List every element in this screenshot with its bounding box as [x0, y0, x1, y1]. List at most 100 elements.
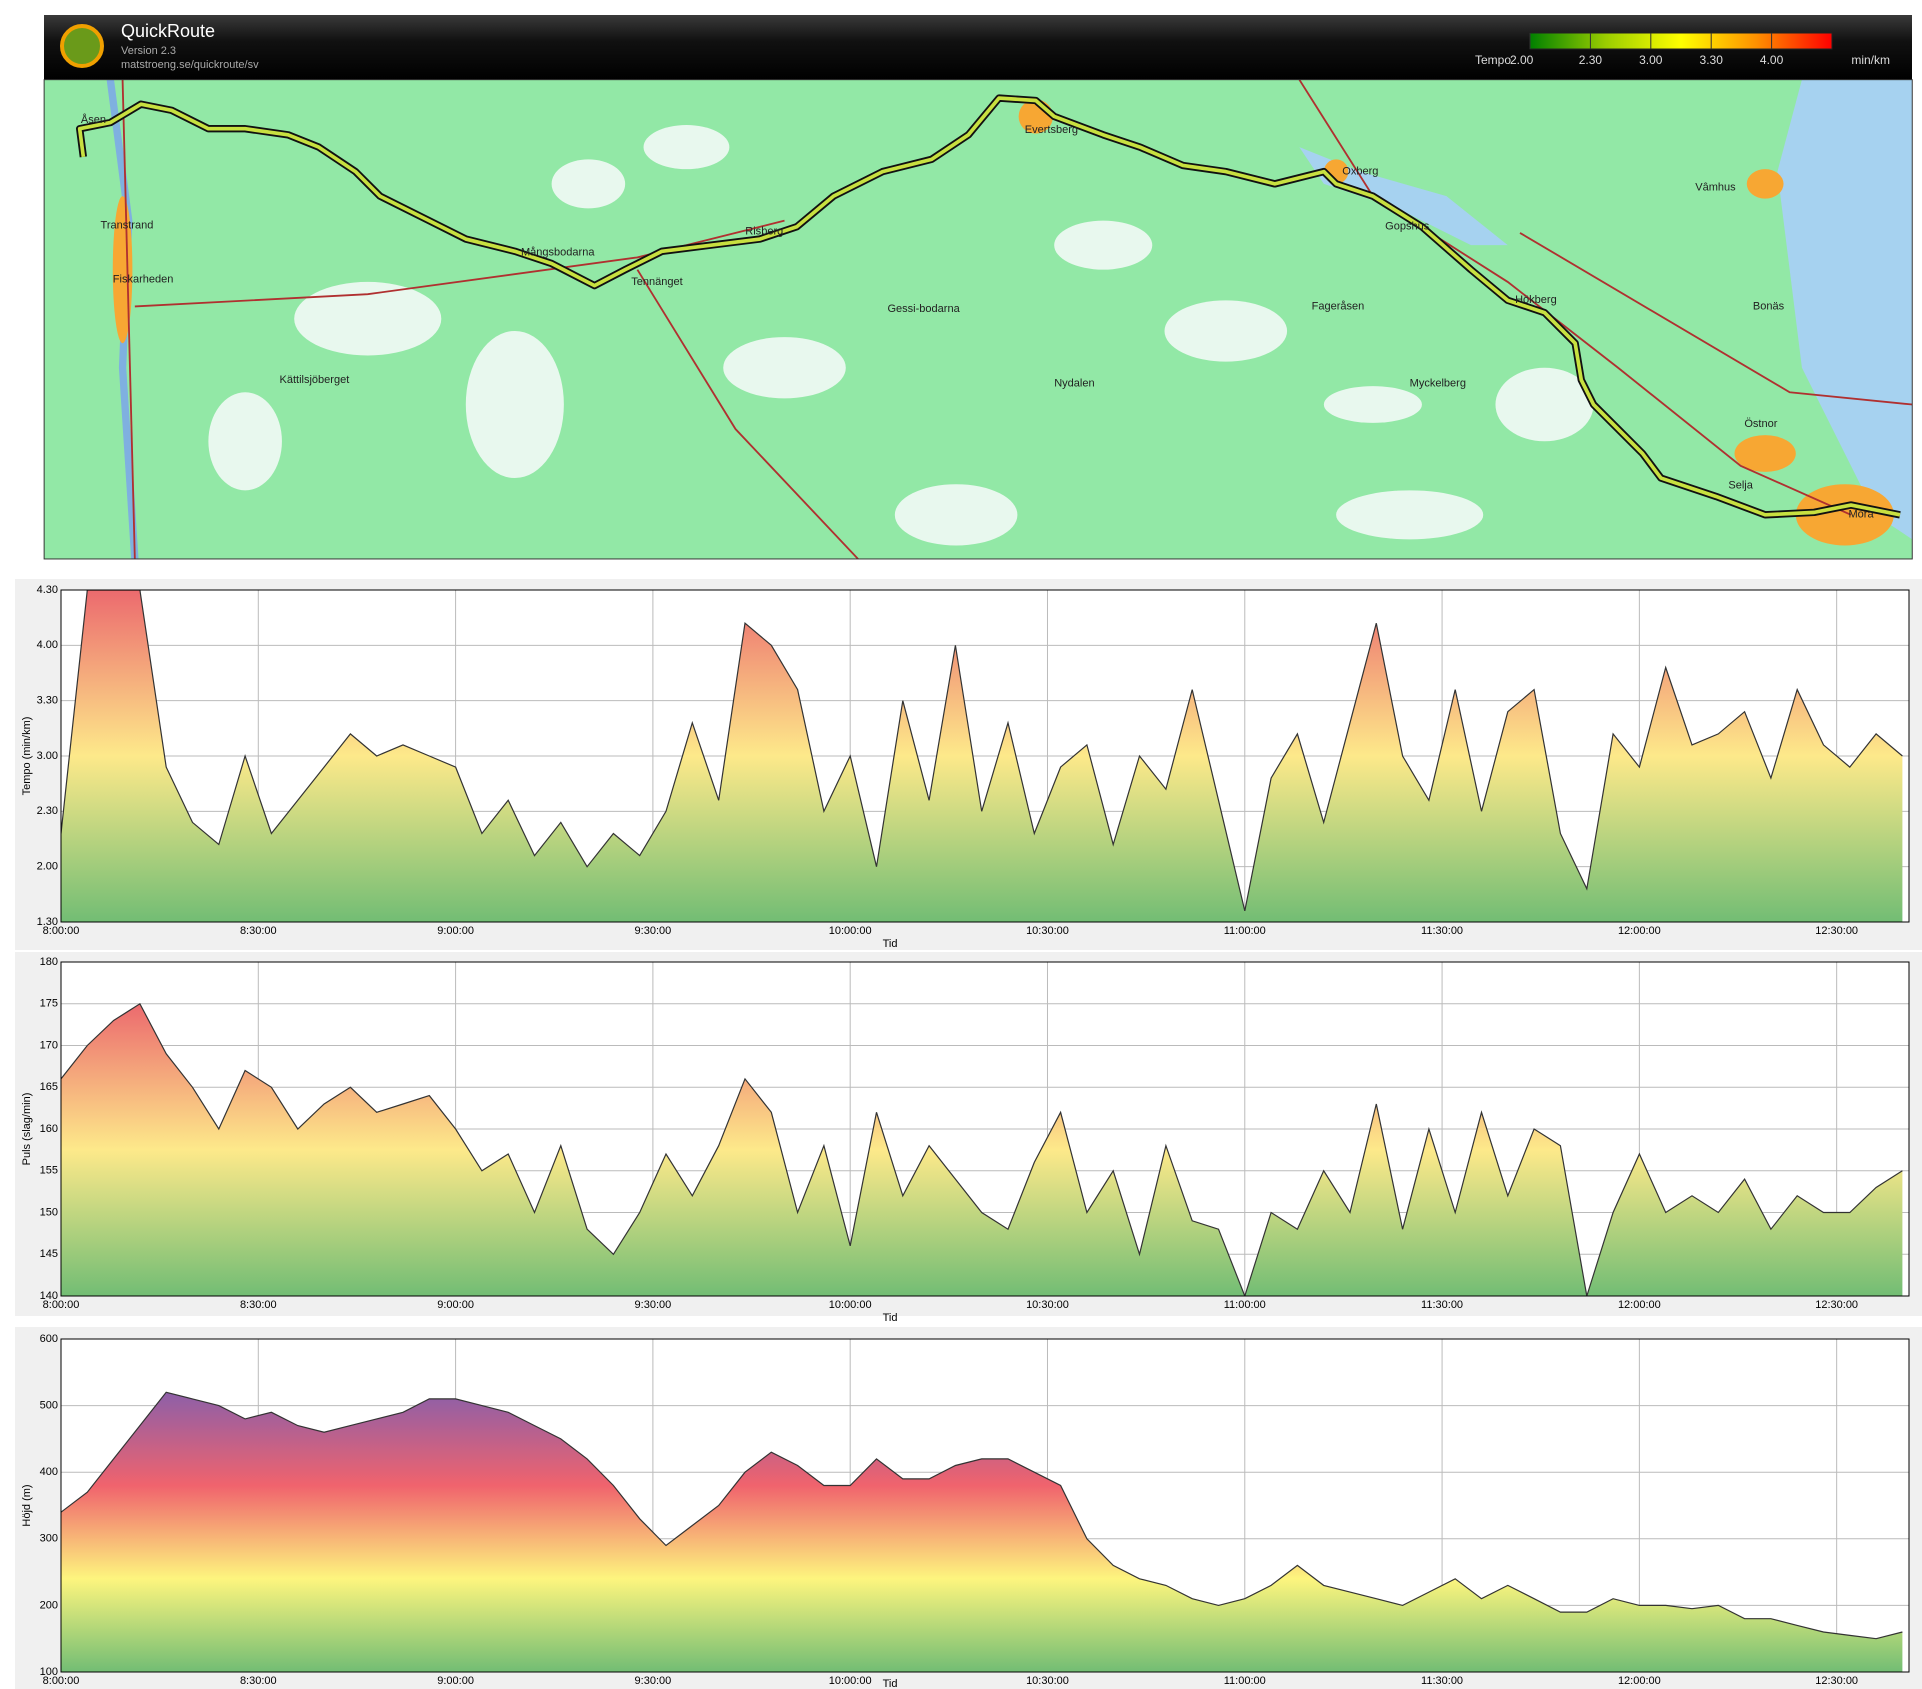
y-tick-label: 300 — [40, 1533, 58, 1545]
x-tick-label: 10:30:00 — [1026, 925, 1069, 937]
lake — [1777, 79, 1913, 540]
map-label: Mora — [1849, 509, 1875, 521]
y-tick-label: 3.00 — [37, 750, 58, 762]
y-tick-label: 150 — [40, 1206, 58, 1218]
y-tick-label: 160 — [40, 1123, 58, 1135]
map-label: Fageråsen — [1312, 300, 1365, 312]
y-axis-label: Tempo (min/km) — [21, 717, 33, 796]
area — [61, 1392, 1903, 1672]
y-tick-label: 500 — [40, 1400, 58, 1412]
y-tick-label: 140 — [40, 1290, 58, 1302]
map-label: Gopshus — [1385, 221, 1430, 233]
y-tick-label: 600 — [40, 1333, 58, 1345]
x-tick-label: 9:00:00 — [437, 1299, 474, 1311]
roads — [121, 79, 1913, 559]
y-axis-label: Puls (slag/min) — [21, 1093, 33, 1166]
map-label: Evertsberg — [1025, 124, 1078, 136]
x-tick-label: 10:00:00 — [829, 1299, 872, 1311]
app-title: QuickRoute — [121, 21, 215, 41]
x-tick-label: 10:00:00 — [829, 1675, 872, 1687]
x-tick-label: 11:00:00 — [1224, 925, 1266, 937]
x-tick-label: 12:30:00 — [1815, 925, 1858, 937]
x-tick-label: 12:00:00 — [1618, 1675, 1661, 1687]
map-label: Transtrand — [101, 219, 154, 231]
x-tick-label: 8:30:00 — [240, 1299, 277, 1311]
x-tick-label: 11:30:00 — [1421, 1299, 1463, 1311]
y-tick-label: 4.30 — [37, 584, 58, 596]
x-tick-label: 8:00:00 — [43, 1299, 80, 1311]
x-tick-label: 10:00:00 — [829, 925, 872, 937]
app-url: matstroeng.se/quickroute/sv — [121, 59, 259, 71]
x-tick-label: 11:00:00 — [1224, 1675, 1266, 1687]
legend-tick-label: 3.30 — [1700, 53, 1724, 67]
y-tick-label: 1.30 — [37, 916, 58, 928]
legend-unit: min/km — [1851, 53, 1890, 67]
x-axis-label: Tid — [883, 1312, 898, 1324]
app-version: Version 2.3 — [121, 45, 176, 57]
x-tick-label: 11:00:00 — [1224, 1299, 1266, 1311]
y-tick-label: 2.30 — [37, 805, 58, 817]
map-label: Åsen — [81, 113, 106, 126]
x-axis-label: Tid — [883, 1678, 898, 1689]
x-tick-label: 9:30:00 — [635, 925, 672, 937]
x-tick-label: 12:30:00 — [1815, 1675, 1858, 1687]
y-tick-label: 180 — [40, 956, 58, 968]
map-label: Östnor — [1744, 418, 1777, 430]
line — [61, 1002, 1903, 1296]
route — [77, 96, 1901, 517]
plot-border — [60, 589, 1910, 923]
x-tick-label: 10:30:00 — [1026, 1299, 1069, 1311]
map-label: Gessi-bodarna — [887, 303, 960, 315]
x-tick-label: 8:30:00 — [240, 1675, 277, 1687]
area — [61, 1003, 1903, 1296]
x-tick-label: 8:00:00 — [43, 925, 80, 937]
legend-bar — [1529, 32, 1833, 50]
plot-border — [60, 961, 1910, 1297]
y-tick-label: 170 — [40, 1039, 58, 1051]
x-tick-label: 9:30:00 — [635, 1299, 672, 1311]
x-tick-label: 9:00:00 — [437, 1675, 474, 1687]
map: Evertsberg Oxberg Mora Gopshus Tennänget… — [43, 79, 1913, 560]
map-label: Bonäs — [1753, 300, 1785, 312]
river-lake — [1299, 147, 1508, 246]
x-tick-label: 8:30:00 — [240, 925, 277, 937]
y-tick-label: 200 — [40, 1599, 58, 1611]
y-tick-label: 165 — [40, 1081, 58, 1093]
plot-border — [60, 1338, 1910, 1673]
y-tick-label: 175 — [40, 998, 58, 1010]
map-label: Vâmhus — [1695, 181, 1736, 193]
legend-tick-label: 2.30 — [1579, 53, 1603, 67]
line — [61, 590, 1903, 912]
map-open-areas — [208, 125, 1594, 546]
y-tick-label: 155 — [40, 1165, 58, 1177]
legend-tick-label: 4.00 — [1760, 53, 1784, 67]
x-tick-label: 11:30:00 — [1421, 1675, 1463, 1687]
legend-label: Tempo — [1475, 53, 1511, 67]
y-tick-label: 2.00 — [37, 861, 58, 873]
map-label: Mångsbodarna — [521, 246, 595, 258]
map-label: Oxberg — [1342, 166, 1378, 178]
y-tick-label: 100 — [40, 1666, 58, 1678]
x-tick-label: 9:30:00 — [635, 1675, 672, 1687]
x-axis-label: Tid — [883, 938, 898, 950]
map-border — [43, 79, 1913, 560]
line — [61, 1391, 1903, 1640]
x-tick-label: 9:00:00 — [437, 925, 474, 937]
y-axis-label: Höjd (m) — [21, 1484, 33, 1526]
x-tick-label: 12:00:00 — [1618, 1299, 1661, 1311]
y-tick-label: 145 — [40, 1248, 58, 1260]
map-label: Kättilsjöberget — [279, 374, 349, 386]
map-label: Selja — [1728, 479, 1753, 491]
x-tick-label: 10:30:00 — [1026, 1675, 1069, 1687]
x-tick-label: 12:00:00 — [1618, 925, 1661, 937]
map-label: Risberg — [745, 226, 783, 238]
x-tick-label: 8:00:00 — [43, 1675, 80, 1687]
legend-tick-label: 2.00 — [1510, 53, 1534, 67]
x-tick-label: 11:30:00 — [1421, 925, 1463, 937]
map-label: Fiskarheden — [113, 273, 174, 285]
y-tick-label: 3.30 — [37, 695, 58, 707]
y-tick-label: 4.00 — [37, 639, 58, 651]
